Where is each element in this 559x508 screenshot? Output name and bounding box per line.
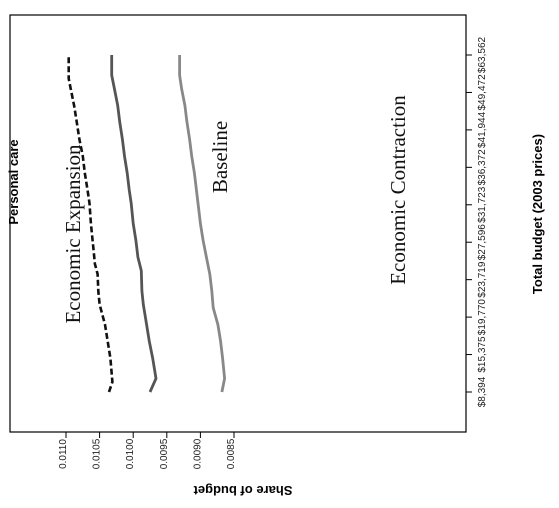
x-tick-label: $15,375 (477, 336, 488, 373)
x-tick-label: $8,394 (477, 376, 488, 407)
y-tick-label: 0.0085 (226, 438, 237, 469)
y-tick-label: 0.0100 (125, 438, 136, 469)
series-line-economic-contraction (178, 55, 227, 393)
y-tick-label: 0.0090 (192, 438, 203, 469)
y-tick-label: 0.0105 (92, 438, 103, 469)
y-axis: 0.0085 0.0090 0.0095 0.0100 0.0105 0.0110 (10, 431, 466, 469)
series-label-economic-contraction: Economic Contraction (386, 95, 410, 285)
x-tick-label: $49,472 (477, 74, 488, 111)
series-label-baseline: Baseline (208, 121, 232, 193)
series-labels: Economic Expansion Baseline Economic Contr… (61, 95, 410, 324)
x-tick-label: $23,719 (477, 261, 488, 298)
x-tick-label: $27,596 (477, 224, 488, 261)
series-line-economic-expansion (67, 55, 114, 393)
x-tick-label: $63,562 (477, 36, 488, 73)
series-layer (67, 55, 227, 393)
series-line-baseline (110, 55, 158, 393)
panel-title: Personal care (6, 139, 21, 224)
x-axis-title: Total budget (2003 prices) (530, 134, 545, 294)
x-axis: $8,394 $15,375$19,770$23,719$27,596$31,72… (465, 15, 488, 432)
y-tick-label: 0.0095 (159, 438, 170, 469)
x-tick-label: $31,723 (477, 186, 488, 223)
series-label-economic-expansion: Economic Expansion (61, 144, 85, 324)
y-axis-title: Share of budget (193, 483, 293, 498)
x-tick-label: $19,770 (477, 299, 488, 336)
x-tick-label: $41,944 (477, 111, 488, 148)
y-tick-label: 0.0110 (58, 439, 69, 469)
x-tick-label: $36,372 (477, 149, 488, 186)
